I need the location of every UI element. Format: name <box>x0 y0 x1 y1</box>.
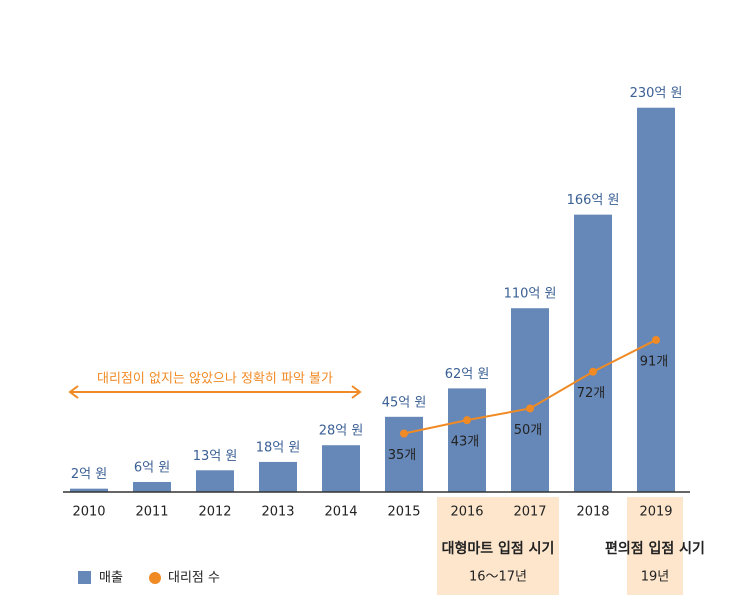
legend-label: 대리점 수 <box>168 571 220 586</box>
highlight-label: 16～17년 <box>469 570 527 585</box>
bar <box>70 488 108 492</box>
x-tick-label: 2019 <box>639 505 672 520</box>
store-value-label: 72개 <box>577 386 606 401</box>
legend-swatch <box>149 572 161 584</box>
x-tick-label: 2017 <box>513 505 546 520</box>
x-tick-label: 2015 <box>387 505 420 520</box>
highlight-box <box>437 497 559 595</box>
bar <box>259 461 297 492</box>
bar-value-label: 18억 원 <box>256 440 301 455</box>
highlight-title: 대형마트 입점 시기 <box>442 540 555 557</box>
store-point <box>463 416 471 425</box>
x-tick-label: 2010 <box>72 505 105 520</box>
bar-value-label: 28억 원 <box>319 424 364 439</box>
store-point <box>400 429 408 438</box>
store-point <box>652 335 660 344</box>
bar <box>637 107 675 492</box>
bar-value-label: 110억 원 <box>504 287 557 302</box>
bar <box>574 214 612 492</box>
store-value-label: 43개 <box>451 435 480 450</box>
legend-swatch <box>78 571 91 584</box>
store-point <box>526 404 534 413</box>
x-tick-label: 2013 <box>261 505 294 520</box>
x-tick-label: 2016 <box>450 505 483 520</box>
arrow-head <box>351 385 362 399</box>
store-value-label: 35개 <box>388 448 417 463</box>
bar-value-label: 6억 원 <box>134 460 170 475</box>
bar <box>133 481 171 492</box>
store-point <box>589 367 597 376</box>
legend-label: 매출 <box>99 571 123 586</box>
highlight-box <box>627 497 683 595</box>
x-tick-label: 2018 <box>576 505 609 520</box>
bar-value-label: 13억 원 <box>193 449 238 464</box>
store-value-label: 91개 <box>640 354 669 369</box>
highlight-label: 19년 <box>641 570 670 585</box>
annotation: 대리점이 없지는 않았으나 정확히 파악 불가 <box>97 372 333 387</box>
x-tick-label: 2011 <box>135 505 168 520</box>
store-value-label: 50개 <box>514 423 543 438</box>
bar-value-label: 166억 원 <box>567 193 620 208</box>
x-tick-label: 2012 <box>198 505 231 520</box>
bar-value-label: 2억 원 <box>71 467 107 482</box>
bar <box>322 445 360 492</box>
bar <box>448 388 486 492</box>
bar <box>385 416 423 492</box>
x-tick-label: 2014 <box>324 505 357 520</box>
bar-value-label: 230억 원 <box>630 86 683 101</box>
bar-value-label: 45억 원 <box>382 395 427 410</box>
bar-value-label: 62억 원 <box>445 367 490 382</box>
bar <box>196 470 234 492</box>
arrow-head <box>68 385 79 399</box>
highlight-title: 편의점 입점 시기 <box>605 540 705 557</box>
